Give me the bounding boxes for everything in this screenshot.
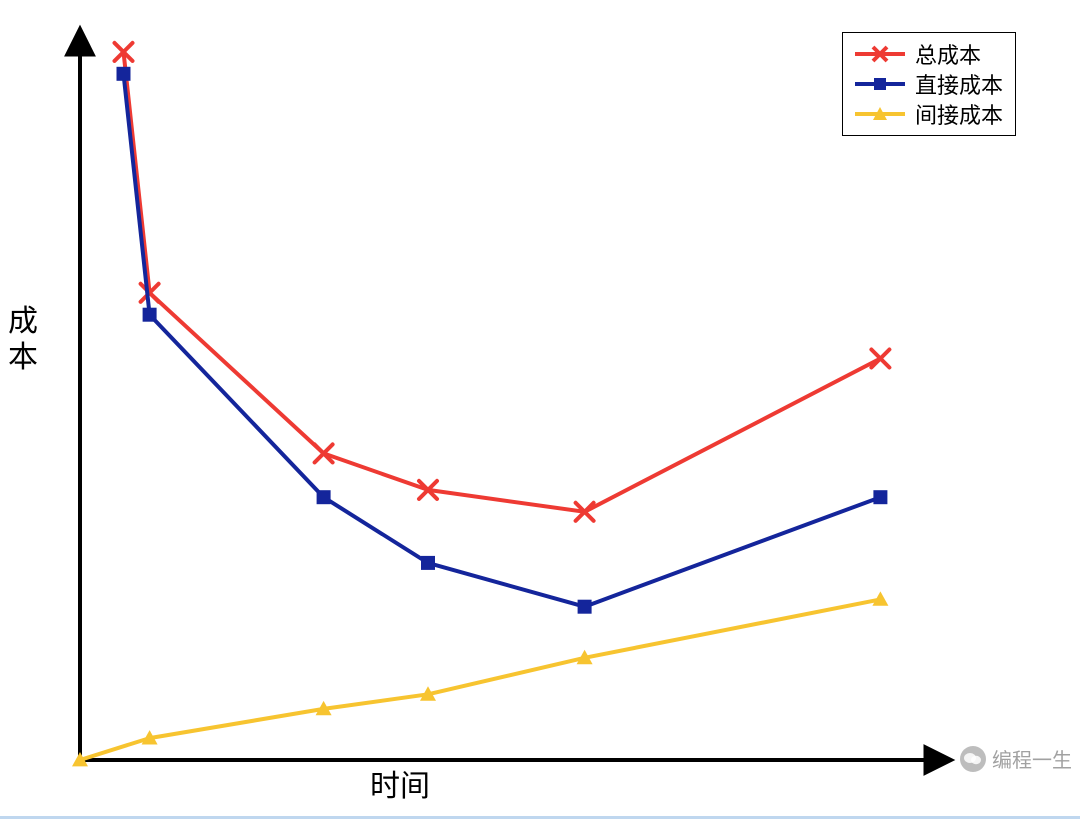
y-axis-label: 成 本 bbox=[8, 300, 38, 372]
legend-swatch bbox=[853, 72, 907, 96]
legend: 总成本直接成本间接成本 bbox=[842, 32, 1016, 136]
wechat-icon bbox=[960, 746, 986, 772]
legend-item: 间接成本 bbox=[853, 99, 1003, 129]
watermark-text: 编程一生 bbox=[992, 744, 1072, 773]
chart-container: 成 本 时间 总成本直接成本间接成本 编程一生 bbox=[0, 0, 1080, 819]
legend-label: 直接成本 bbox=[915, 68, 1003, 100]
legend-swatch bbox=[853, 42, 907, 66]
legend-label: 总成本 bbox=[915, 38, 981, 70]
x-axis-label: 时间 bbox=[370, 761, 430, 805]
y-axis-label-line-1: 成 bbox=[8, 300, 38, 336]
legend-item: 总成本 bbox=[853, 39, 1003, 69]
y-axis-label-line-2: 本 bbox=[8, 336, 38, 372]
legend-label: 间接成本 bbox=[915, 98, 1003, 130]
watermark: 编程一生 bbox=[960, 744, 1072, 773]
legend-swatch bbox=[853, 102, 907, 126]
legend-item: 直接成本 bbox=[853, 69, 1003, 99]
